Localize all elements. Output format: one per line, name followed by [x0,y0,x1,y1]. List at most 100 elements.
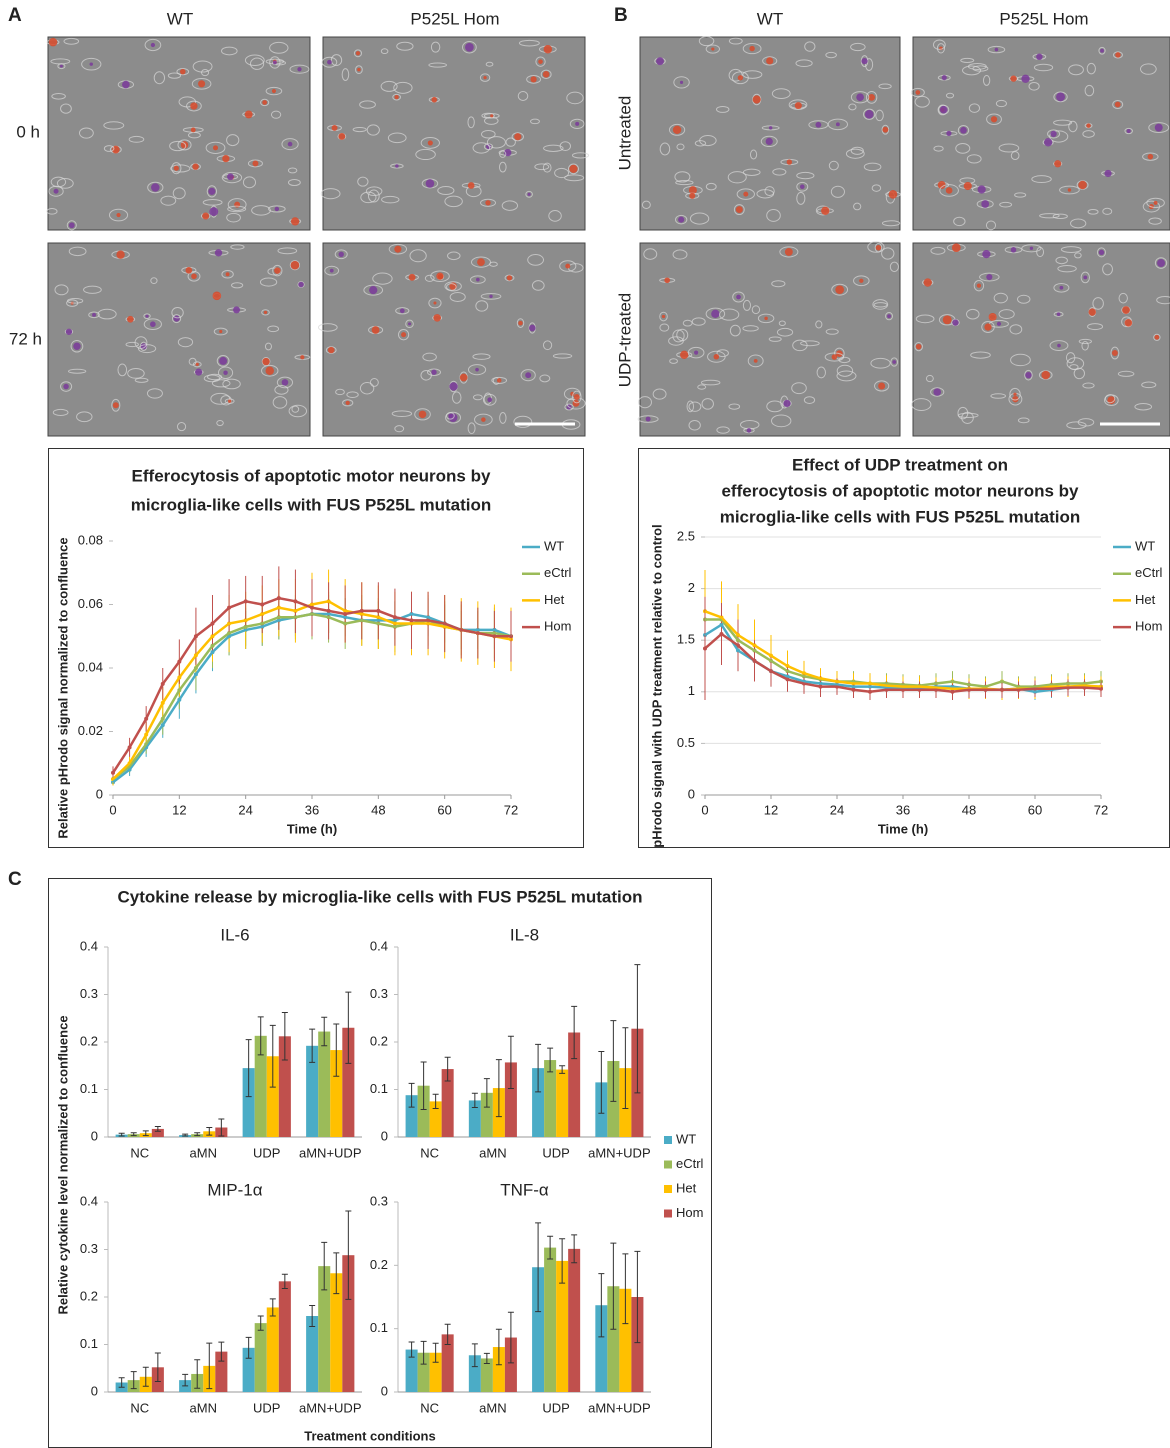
stained-cell [1153,200,1158,205]
cell [1074,252,1082,259]
cell [1080,271,1090,284]
cell [1139,63,1157,75]
bar [532,1267,545,1392]
cell [751,305,761,315]
cell [227,205,247,213]
legend-swatch [664,1160,672,1169]
cell [1098,46,1106,55]
series-line [704,632,1102,694]
cell [513,415,533,428]
stained-cell [180,141,189,149]
cell [462,41,477,54]
cell [911,398,932,411]
error-bar [345,991,352,1064]
cell [191,78,212,90]
series-line [705,618,1102,688]
stained-cell [525,372,532,379]
stained-cell [331,124,338,131]
cell [422,352,437,362]
cell [939,184,959,197]
cell [525,190,533,198]
cell [367,189,380,203]
stained-cell [1050,130,1057,138]
row-label: UDP-treated [615,293,634,387]
cell [125,341,139,348]
cell [638,396,652,409]
x-tick-label: aMN [479,1400,506,1415]
stained-cell [939,105,948,114]
cell [762,56,778,66]
x-tick-label: 36 [305,802,319,817]
cell [756,189,775,199]
y-tick-label: 0.2 [370,1257,388,1272]
cell [742,70,763,79]
stained-cell [518,320,523,326]
cell [675,179,694,186]
cell [261,357,271,367]
x-tick-label: 48 [371,802,385,817]
cell [1110,346,1120,360]
bar [405,1095,418,1137]
microscopy-image [322,36,586,231]
legend-label: Het [1135,592,1156,607]
chart-title: Effect of UDP treatment on [792,455,1008,474]
cell [1134,403,1153,411]
cell [467,422,476,435]
cell [321,56,338,68]
cell [1068,64,1084,76]
cell [957,125,970,136]
error-bar [634,1250,641,1344]
stained-cell [180,68,186,75]
stained-cell [528,324,536,332]
cell [244,54,265,66]
cell [150,277,158,285]
cell [659,311,668,322]
cell [420,369,432,381]
cell [68,246,87,257]
stained-cell [48,37,58,47]
cell [1068,120,1078,133]
cell [330,54,343,67]
stained-cell [173,165,179,171]
cell [143,313,151,319]
cell [226,212,241,223]
cell [1141,381,1157,389]
cell [395,307,410,315]
y-tick-label: 0.5 [677,735,695,750]
cell [824,352,845,362]
cell [172,187,186,200]
stained-cell [431,96,438,103]
bar [330,1050,343,1137]
stained-cell [994,47,999,52]
stained-cell [297,67,302,72]
cell [874,380,890,392]
cell [889,261,899,273]
cell [171,306,184,319]
x-tick-label: 36 [896,802,910,817]
bar [266,1056,279,1137]
cell [474,413,493,426]
bar [254,1323,267,1392]
stained-cell [219,356,228,365]
error-bar [408,1082,415,1108]
cell [320,188,341,200]
cell [771,414,792,428]
cell [986,113,1002,125]
x-tick-label: 24 [830,802,844,817]
x-tick-label: aMN+UDP [588,1400,651,1415]
error-bar [257,1016,264,1056]
cell [445,412,455,420]
cell [469,275,486,284]
cell [865,58,874,71]
bar [151,1128,164,1137]
stained-cell [485,200,491,206]
cell [925,374,934,383]
bar [607,1286,620,1392]
x-tick-label: 12 [172,802,186,817]
stained-cell [407,322,412,326]
stained-cell [736,294,741,300]
stained-cell [150,321,156,328]
stained-cell [198,80,206,88]
stained-cell [737,75,743,81]
cell [995,99,1007,108]
